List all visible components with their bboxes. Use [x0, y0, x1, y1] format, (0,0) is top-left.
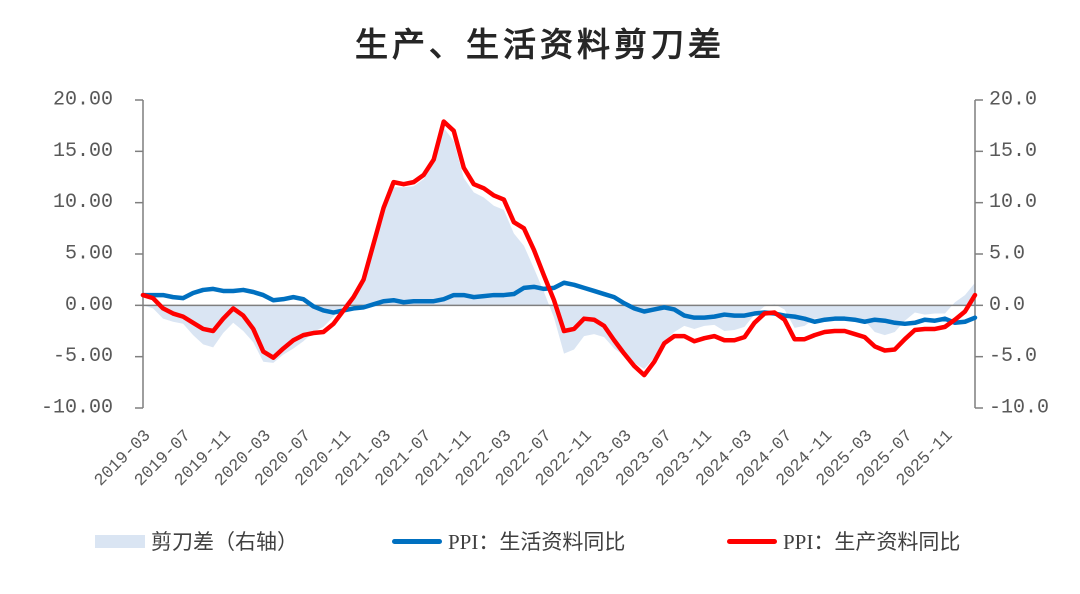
- y-left-tick-label: 5.00: [65, 243, 113, 266]
- y-left-tick-label: -5.00: [53, 345, 113, 368]
- y-left-tick-label: 10.00: [53, 191, 113, 214]
- y-right-tick-label: -5.0: [989, 345, 1037, 368]
- legend-label: PPI：生产资料同比: [783, 530, 961, 554]
- legend-swatch-line: [727, 538, 777, 544]
- legend-swatch-area: [95, 534, 145, 548]
- series-line-living-materials: [140, 280, 978, 327]
- chart-title: 生产、生活资料剪刀差: [355, 28, 725, 64]
- y-right-tick-label: 10.0: [989, 191, 1037, 214]
- series-line-production-materials: [140, 119, 978, 378]
- y-right-tick-label: -10.0: [989, 397, 1049, 420]
- y-right-tick-label: 0.0: [989, 294, 1025, 317]
- y-left-tick-label: 15.00: [53, 140, 113, 163]
- y-left-tick-label: -10.00: [41, 397, 113, 420]
- legend-item-living-materials: PPI：生活资料同比: [392, 527, 625, 555]
- legend-item-scissors-gap: 剪刀差（右轴）: [95, 527, 298, 555]
- y-left-tick-label: 20.00: [53, 89, 113, 112]
- legend-item-production-materials: PPI：生产资料同比: [727, 527, 960, 555]
- legend-label: 剪刀差（右轴）: [151, 530, 298, 554]
- y-right-tick-label: 20.0: [989, 89, 1037, 112]
- y-right-tick-label: 5.0: [989, 243, 1025, 266]
- legend-swatch-line: [392, 538, 442, 544]
- y-right-tick-label: 15.0: [989, 140, 1037, 163]
- y-left-tick-label: 0.00: [65, 294, 113, 317]
- legend-label: PPI：生活资料同比: [448, 530, 626, 554]
